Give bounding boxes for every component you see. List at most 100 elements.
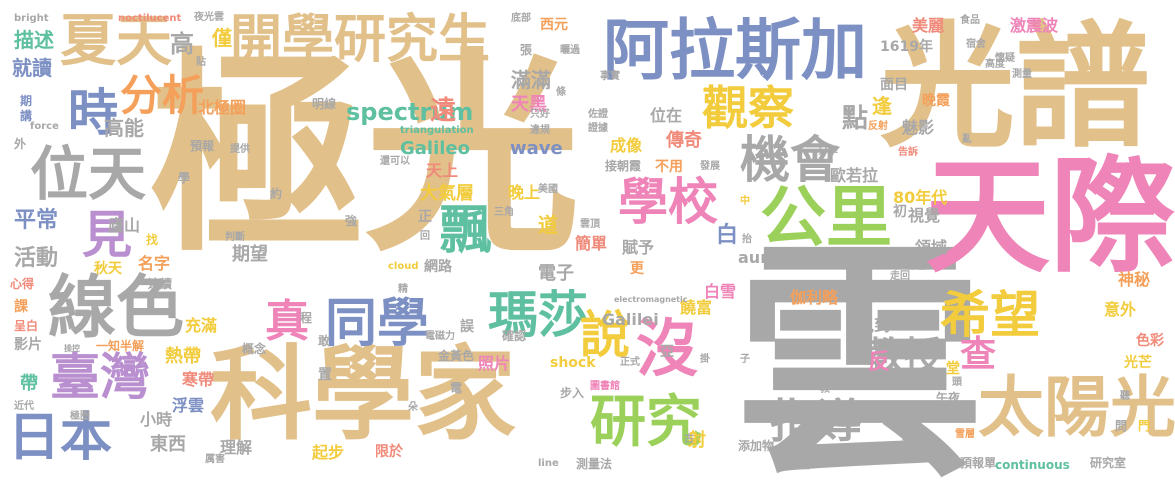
word-Galileo: Galileo <box>400 138 471 159</box>
word-臺灣: 臺灣 <box>50 348 150 406</box>
word-近代: 近代 <box>14 401 34 412</box>
word-子: 子 <box>740 354 750 365</box>
word-分析: 分析 <box>120 71 205 120</box>
word-希望: 希望 <box>940 286 1040 344</box>
word-line: line <box>538 458 559 469</box>
word-小時: 小時 <box>140 410 173 429</box>
word-雲: 雲 <box>735 219 985 482</box>
word-網路: 網路 <box>424 259 452 275</box>
word-時: 時 <box>68 84 118 142</box>
word-帶: 帶 <box>20 373 38 394</box>
word-東西: 東西 <box>150 434 186 455</box>
word-就讀: 就讀 <box>12 56 52 80</box>
word-精: 精 <box>398 284 408 295</box>
word-學: 學 <box>178 171 191 185</box>
word-force: force <box>30 121 59 132</box>
word-測量: 測量 <box>1012 69 1032 80</box>
word-極圈: 極圈 <box>70 411 90 422</box>
word-懷疑: 懷疑 <box>995 53 1015 64</box>
word-天上: 天上 <box>426 161 459 180</box>
word-圖書館: 圖書館 <box>590 381 620 392</box>
word-廬山: 廬山 <box>108 216 141 235</box>
word-反: 反 <box>868 350 891 375</box>
word-僅: 僅 <box>212 26 232 50</box>
word-事實: 事實 <box>600 71 620 82</box>
word-初: 初 <box>893 204 907 220</box>
word-位在: 位在 <box>650 106 683 125</box>
word-呈白: 呈白 <box>14 319 39 333</box>
word-違規: 違規 <box>530 125 550 136</box>
word-沒: 沒 <box>636 312 699 385</box>
word-色彩: 色彩 <box>1136 333 1164 349</box>
word-位天: 位天 <box>30 140 147 208</box>
word-指導: 指導 <box>770 394 862 448</box>
word-1619年: 1619年 <box>880 39 933 55</box>
word-理由: 理由 <box>870 284 890 295</box>
word-美國: 美國 <box>538 184 558 195</box>
word-掛: 掛 <box>700 354 710 365</box>
word-雪層: 雪層 <box>955 429 975 440</box>
word-亞: 亞 <box>660 344 674 360</box>
word-80年代: 80年代 <box>893 188 948 207</box>
word-朵: 朵 <box>408 402 418 413</box>
word-原子: 原子 <box>950 409 975 423</box>
word-激震波: 激震波 <box>1010 16 1059 35</box>
word-triangulation: triangulation <box>400 125 474 136</box>
word-曬過: 曬過 <box>560 45 580 56</box>
word-理解: 理解 <box>220 438 253 457</box>
word-厲害: 厲害 <box>205 454 225 465</box>
word-魅影: 魅影 <box>902 118 935 137</box>
word-置: 置 <box>318 367 332 383</box>
word-高度: 高度 <box>985 59 1005 70</box>
word-食品: 食品 <box>960 15 980 26</box>
word-平常: 平常 <box>14 208 59 233</box>
word-提供: 提供 <box>230 144 250 155</box>
word-底部: 底部 <box>511 13 531 24</box>
word-教授: 教授 <box>866 334 943 378</box>
word-限於: 限於 <box>375 444 403 460</box>
word-確認: 確認 <box>502 329 527 343</box>
word-西元: 西元 <box>540 17 568 33</box>
word-簡單: 簡單 <box>575 234 608 253</box>
word-課: 課 <box>14 299 28 315</box>
word-午夜: 午夜 <box>936 391 961 405</box>
word-古: 古 <box>684 434 694 445</box>
word-正式: 正式 <box>620 357 640 368</box>
word-心得: 心得 <box>10 277 35 291</box>
word-期: 期 <box>20 94 33 108</box>
word-期望: 期望 <box>232 244 268 265</box>
word-發展: 發展 <box>700 161 720 172</box>
word-道: 道 <box>538 213 558 237</box>
word-還可以: 還可以 <box>380 156 410 167</box>
word-更: 更 <box>630 261 644 277</box>
word-同學: 同學 <box>325 294 430 354</box>
word-太陽光: 太陽光 <box>978 369 1175 446</box>
word-阿拉斯加: 阿拉斯加 <box>603 12 867 89</box>
word-滿滿: 滿滿 <box>511 68 551 92</box>
word-雲頂: 雲頂 <box>580 219 600 230</box>
word-noctilucent: noctilucent <box>118 13 182 24</box>
word-極光: 極光 <box>150 30 580 281</box>
word-反射: 反射 <box>868 121 888 132</box>
word-分享: 分享 <box>818 146 838 157</box>
word-Galilei: Galilei <box>602 310 659 329</box>
word-敢: 敢 <box>318 334 331 348</box>
word-佐證: 佐證 <box>588 109 608 120</box>
word-電磁力: 電磁力 <box>425 331 455 342</box>
word-正: 正 <box>418 209 432 225</box>
word-視覺: 視覺 <box>908 206 941 225</box>
word-伽利略: 伽利略 <box>790 288 839 307</box>
word-寒帶: 寒帶 <box>182 370 215 389</box>
word-浮雲: 浮雲 <box>172 396 205 415</box>
word-機會: 機會 <box>740 131 840 189</box>
word-天際: 天際 <box>925 145 1175 290</box>
word-充滿: 充滿 <box>185 316 218 335</box>
word-成像: 成像 <box>610 136 643 155</box>
word-見到: 見到 <box>858 316 891 335</box>
word-條: 條 <box>556 87 566 98</box>
word-明線: 明線 <box>312 97 337 111</box>
word-光芒: 光芒 <box>1124 355 1152 371</box>
word-張: 張 <box>520 43 533 57</box>
word-描述: 描述 <box>14 28 54 52</box>
